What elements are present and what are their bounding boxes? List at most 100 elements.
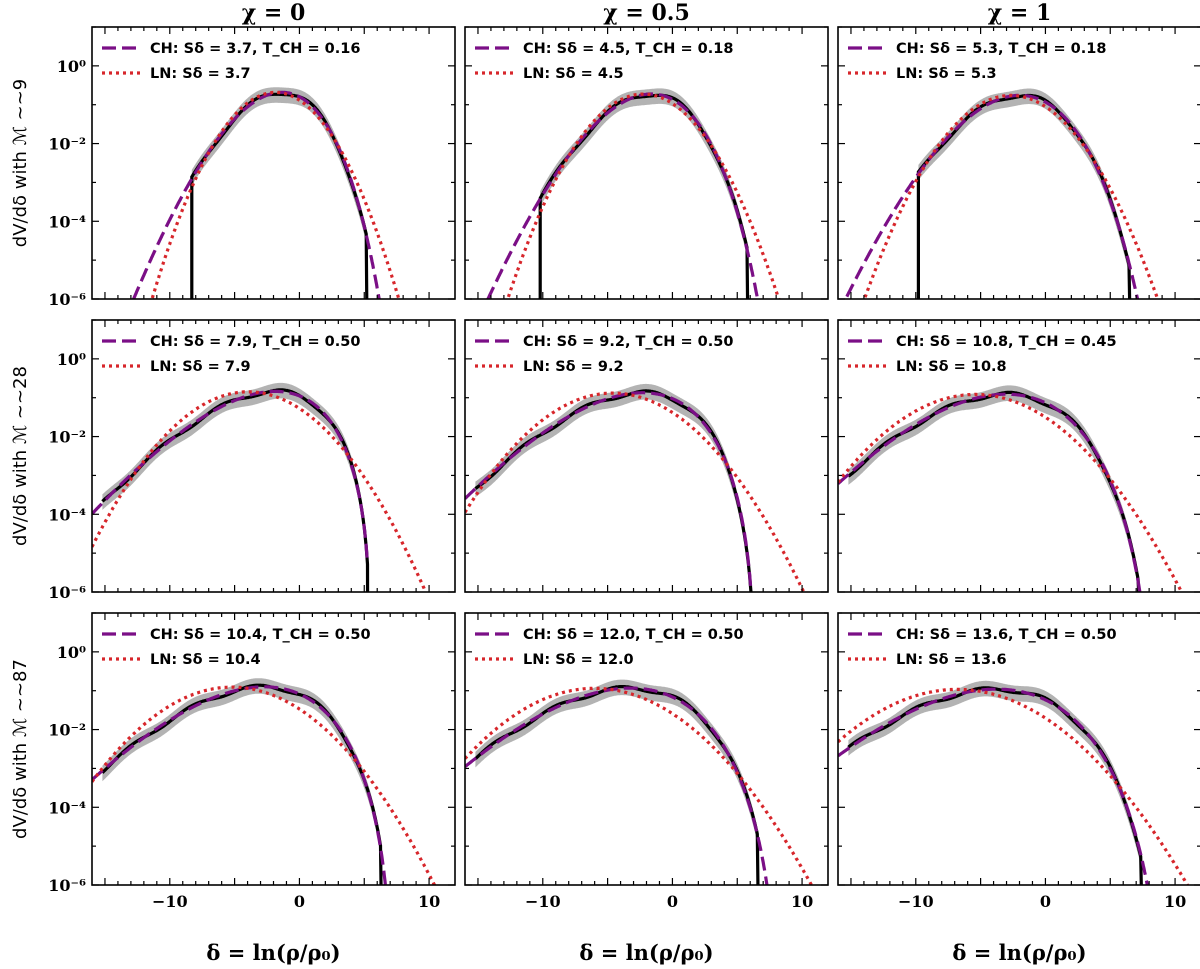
y-tick-label: 10⁻² — [48, 721, 86, 740]
simulation-line — [190, 92, 369, 299]
x-tick-label: −10 — [898, 892, 934, 911]
panel-frame — [91, 26, 456, 300]
column-title: χ = 1 — [988, 0, 1052, 26]
svg-text:dV/dδ with ℳ ~~87: dV/dδ with ℳ ~~87 — [10, 659, 31, 839]
legend-ln-label: LN: Sδ = 10.8 — [896, 359, 1007, 375]
legend-ln-label: LN: Sδ = 7.9 — [150, 359, 251, 375]
legend-ch-label: CH: Sδ = 10.8, T_CH = 0.45 — [896, 334, 1117, 350]
panel-frame — [837, 612, 1200, 886]
simulation-band — [475, 383, 752, 592]
panel-frame — [464, 612, 829, 886]
y-tick-label: 10⁻⁶ — [48, 583, 86, 602]
x-tick-label: 10 — [791, 892, 813, 911]
panel: CH: Sδ = 4.5, T_CH = 0.18 LN: Sδ = 4.5 — [464, 26, 829, 300]
panel: −10 0 10 CH: Sδ = 12.0, T_CH = 0.50 LN: Sδ =… — [464, 612, 829, 911]
x-tick-label: 0 — [294, 892, 305, 911]
panel: 10⁰ 10⁻² 10⁻⁴ 10⁻⁶ CH: Sδ = 3.7, T_CH = 0.16… — [48, 26, 456, 309]
panel: 10⁰ 10⁻² 10⁻⁴ 10⁻⁶ CH: Sδ = 7.9, T_CH = 0.50… — [48, 319, 456, 602]
panel: −10 0 10 CH: Sδ = 13.6, T_CH = 0.50 LN: Sδ =… — [837, 612, 1200, 911]
ln-series-line — [465, 686, 814, 885]
legend-ch-label: CH: Sδ = 9.2, T_CH = 0.50 — [523, 334, 733, 350]
legend-ch-label: CH: Sδ = 12.0, T_CH = 0.50 — [523, 627, 744, 643]
y-tick-label: 10⁻⁴ — [48, 505, 86, 524]
simulation-band — [540, 88, 747, 257]
legend-ch-label: CH: Sδ = 13.6, T_CH = 0.50 — [896, 627, 1117, 643]
legend-ln-label: LN: Sδ = 3.7 — [150, 66, 251, 82]
legend-ln-label: LN: Sδ = 12.0 — [523, 652, 634, 668]
ch-series-line — [465, 686, 769, 885]
y-tick-label: 10⁻⁶ — [48, 290, 86, 309]
x-tick-label: −10 — [152, 892, 188, 911]
x-axis-label: δ = ln(ρ/ρ₀) — [579, 940, 713, 965]
legend-ch-label: CH: Sδ = 7.9, T_CH = 0.50 — [150, 334, 360, 350]
x-tick-label: 0 — [1040, 892, 1051, 911]
simulation-band — [848, 385, 1139, 589]
ln-series-line — [92, 685, 437, 885]
legend-ch-label: CH: Sδ = 10.4, T_CH = 0.50 — [150, 627, 371, 643]
simulation-line — [101, 683, 383, 885]
simulation-line — [847, 390, 1141, 592]
simulation-line — [916, 93, 1132, 299]
y-tick-label: 10⁰ — [57, 350, 86, 369]
ch-series-line — [838, 687, 1149, 885]
panel: CH: Sδ = 9.2, T_CH = 0.50 LN: Sδ = 9.2 — [464, 319, 829, 593]
legend-ch-label: CH: Sδ = 5.3, T_CH = 0.18 — [896, 41, 1106, 57]
ln-series-line — [92, 390, 428, 592]
y-tick-label: 10⁰ — [57, 643, 86, 662]
ln-series-line — [506, 92, 781, 299]
panel: CH: Sδ = 10.8, T_CH = 0.45 LN: Sδ = 10.8 — [837, 319, 1200, 593]
legend-ln-label: LN: Sδ = 5.3 — [896, 66, 997, 82]
panel: CH: Sδ = 5.3, T_CH = 0.18 LN: Sδ = 5.3 — [837, 26, 1200, 300]
svg-text:dV/dδ with ℳ ~~28: dV/dδ with ℳ ~~28 — [10, 366, 31, 546]
y-tick-label: 10⁰ — [57, 57, 86, 76]
y-tick-label: 10⁻⁴ — [48, 798, 86, 817]
panel-frame — [464, 26, 829, 300]
panel: 10⁰ 10⁻² 10⁻⁴ 10⁻⁶ −10 0 10 CH: Sδ = 10.4, T_CH… — [48, 612, 456, 911]
legend-ln-label: LN: Sδ = 13.6 — [896, 652, 1007, 668]
x-tick-label: 10 — [418, 892, 440, 911]
panel-frame — [91, 612, 456, 886]
legend-ln-label: LN: Sδ = 10.4 — [150, 652, 261, 668]
x-axis-label: δ = ln(ρ/ρ₀) — [206, 940, 340, 965]
simulation-line — [101, 388, 370, 592]
simulation-band — [102, 382, 368, 592]
y-tick-label: 10⁻² — [48, 135, 86, 154]
ch-series-line — [131, 90, 381, 299]
simulation-band — [848, 680, 1141, 865]
ch-series-line — [486, 92, 760, 299]
x-tick-label: 0 — [667, 892, 678, 911]
ln-series-line — [838, 392, 1184, 592]
x-tick-label: −10 — [525, 892, 561, 911]
simulation-band — [191, 87, 367, 243]
simulation-band — [102, 678, 381, 854]
simulation-line — [474, 685, 760, 885]
panel-frame — [837, 26, 1200, 300]
simulation-band — [918, 88, 1129, 274]
ch-series-line — [465, 391, 753, 592]
x-tick-label: 10 — [1164, 892, 1186, 911]
svg-text:dV/dδ with ℳ ~~9: dV/dδ with ℳ ~~9 — [10, 79, 31, 247]
column-title: χ = 0.5 — [603, 0, 690, 26]
ch-series-line — [843, 93, 1140, 299]
legend-ln-label: LN: Sδ = 9.2 — [523, 359, 624, 375]
legend-ch-label: CH: Sδ = 3.7, T_CH = 0.16 — [150, 41, 360, 57]
legend-ch-label: CH: Sδ = 4.5, T_CH = 0.18 — [523, 41, 733, 57]
column-title: χ = 0 — [242, 0, 306, 26]
y-tick-label: 10⁻⁶ — [48, 876, 86, 895]
simulation-band — [475, 679, 758, 843]
ch-series-line — [92, 685, 387, 885]
x-axis-label: δ = ln(ρ/ρ₀) — [952, 940, 1086, 965]
y-tick-label: 10⁻² — [48, 428, 86, 447]
ln-series-line — [465, 391, 806, 592]
legend-ln-label: LN: Sδ = 4.5 — [523, 66, 624, 82]
row-ylabel: dV/dδ with ℳ ~~9 — [10, 79, 31, 247]
row-ylabel: dV/dδ with ℳ ~~28 — [10, 366, 31, 546]
ln-series-line — [838, 687, 1190, 885]
ch-series-line — [838, 392, 1142, 592]
ln-series-line — [862, 93, 1160, 299]
y-tick-label: 10⁻⁴ — [48, 212, 86, 231]
row-ylabel: dV/dδ with ℳ ~~87 — [10, 659, 31, 839]
panel-frame — [837, 319, 1200, 593]
simulation-line — [538, 93, 750, 299]
